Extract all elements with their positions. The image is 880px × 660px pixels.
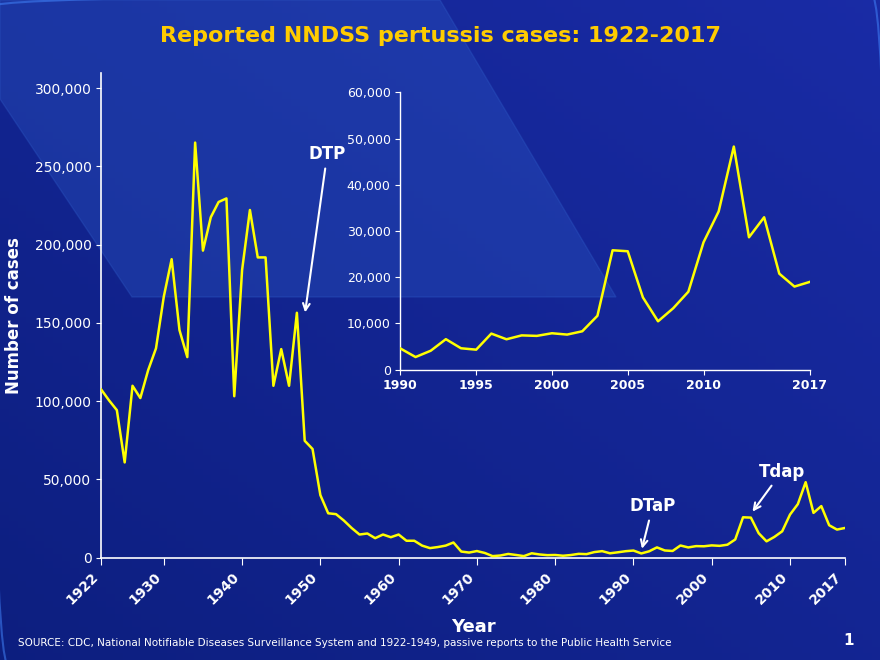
Text: Reported NNDSS pertussis cases: 1922-2017: Reported NNDSS pertussis cases: 1922-201… <box>159 26 721 46</box>
Text: 1: 1 <box>843 633 854 648</box>
Text: Tdap: Tdap <box>754 463 805 510</box>
Text: DTP: DTP <box>303 145 346 310</box>
Text: DTaP: DTaP <box>629 497 676 546</box>
Text: SOURCE: CDC, National Notifiable Diseases Surveillance System and 1922-1949, pas: SOURCE: CDC, National Notifiable Disease… <box>18 638 671 648</box>
X-axis label: Year: Year <box>451 618 495 636</box>
Y-axis label: Number of cases: Number of cases <box>5 237 24 393</box>
Polygon shape <box>0 0 616 297</box>
